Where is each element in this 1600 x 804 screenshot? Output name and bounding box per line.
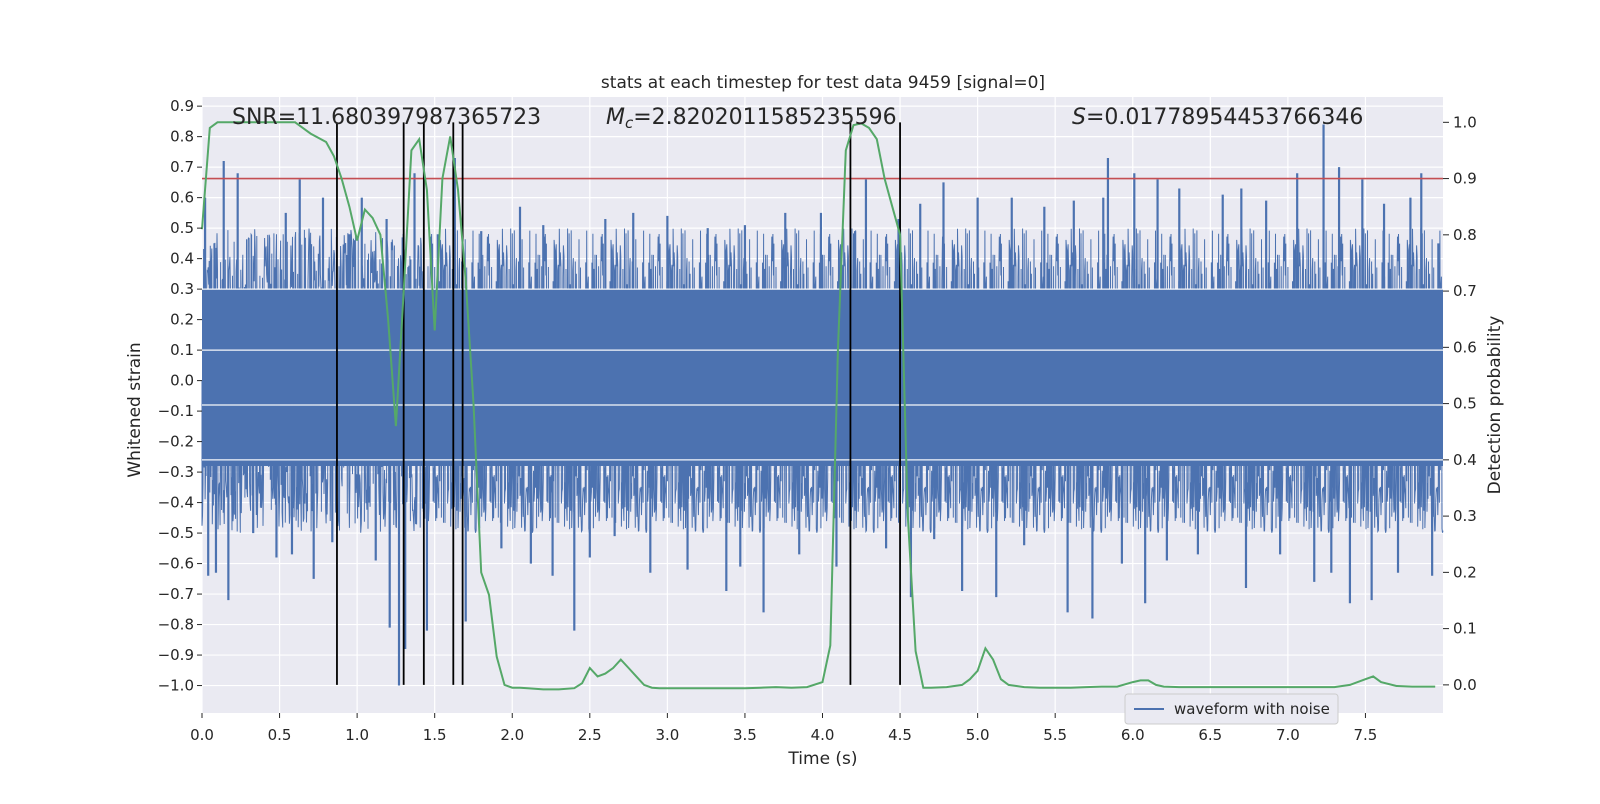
y2-tick-label: 0.6 [1453,338,1477,356]
waveform-core-band [202,289,1443,466]
x-tick-label: 3.5 [733,726,757,744]
probability-line [201,121,1436,691]
y-tick-label: −0.1 [158,402,194,420]
x-tick-label: 4.5 [888,726,912,744]
x-tick-label: 1.0 [345,726,369,744]
y2-tick-label: 0.1 [1453,620,1477,638]
x-axis-ticks: 0.0 0.5 1.0 1.5 2.0 2.5 3.0 3.5 4.0 4.5 5.0 5.5 6.0 6… [190,713,1377,744]
y-tick-label: 0.3 [170,280,194,298]
y-tick-label: −1.0 [158,677,194,695]
x-tick-label: 4.0 [811,726,835,744]
y2-tick-label: 1.0 [1453,113,1477,131]
chirp-mass-subscript: c [625,114,634,132]
y-axis-ticks: 0.9 0.8 0.7 0.6 0.5 0.4 0.3 0.2 0.1 0.0 −0.1 −0.2 −0… [158,97,202,695]
s-symbol: S [1072,105,1086,130]
y-tick-label: −0.5 [158,524,194,542]
x-tick-label: 6.5 [1198,726,1222,744]
chirp-mass-value: =2.8202011585235596 [633,105,896,130]
y-tick-label: −0.7 [158,585,194,603]
vertical-markers [336,122,901,685]
y-tick-label: −0.3 [158,463,194,481]
y2-tick-label: 0.5 [1453,395,1477,413]
legend: waveform with noise [1124,693,1339,725]
grid-overlay [202,288,1443,461]
y-tick-label: −0.9 [158,646,194,664]
y-tick-label: 0.9 [170,97,194,115]
y-tick-label: 0.6 [170,189,194,207]
y-axis-label: Whitened strain [125,342,145,477]
y-tick-label: 0.0 [170,372,194,390]
y-tick-label: −0.2 [158,433,194,451]
chart-title: stats at each timestep for test data 945… [601,73,1045,93]
y-tick-label: −0.8 [158,616,194,634]
waveform-series [201,124,1444,686]
y2-tick-label: 0.2 [1453,563,1477,581]
x-tick-label: 6.0 [1121,726,1145,744]
x-axis-label: Time (s) [787,749,857,769]
chirp-mass-annotation: Mc=2.8202011585235596 [606,105,897,132]
snr-annotation: SNR=11.680397987365723 [232,105,541,130]
y-tick-label: 0.1 [170,341,194,359]
x-tick-label: 5.5 [1043,726,1067,744]
y-tick-label: 0.4 [170,250,194,268]
x-tick-label: 5.0 [966,726,990,744]
y2-axis-label: Detection probability [1485,316,1505,495]
y-tick-label: 0.8 [170,128,194,146]
y2-tick-label: 0.3 [1453,507,1477,525]
y2-tick-label: 0.0 [1453,676,1477,694]
y2-axis-ticks: 1.0 0.9 0.8 0.7 0.6 0.5 0.4 0.3 0.2 0.1 0.0 [1443,113,1477,694]
x-tick-label: 0.5 [268,726,292,744]
chirp-mass-symbol: M [606,105,625,130]
y2-tick-label: 0.4 [1453,451,1477,469]
probability-series [201,121,1436,691]
x-tick-label: 2.5 [578,726,602,744]
y2-tick-label: 0.9 [1453,170,1477,188]
x-tick-label: 1.5 [423,726,447,744]
y-tick-label: 0.2 [170,311,194,329]
x-tick-label: 0.0 [190,726,214,744]
x-tick-label: 2.0 [500,726,524,744]
x-tick-label: 7.0 [1276,726,1300,744]
y-tick-label: 0.5 [170,219,194,237]
x-tick-label: 7.5 [1354,726,1378,744]
s-value: =0.01778954453766346 [1086,105,1363,130]
legend-box [1124,693,1339,725]
y2-tick-label: 0.7 [1453,282,1477,300]
x-tick-label: 3.0 [655,726,679,744]
y2-tick-label: 0.8 [1453,226,1477,244]
y-tick-label: −0.4 [158,494,194,512]
legend-label: waveform with noise [1174,700,1330,718]
y-tick-label: 0.7 [170,158,194,176]
y-tick-label: −0.6 [158,555,194,573]
s-annotation: S=0.01778954453766346 [1072,105,1363,130]
